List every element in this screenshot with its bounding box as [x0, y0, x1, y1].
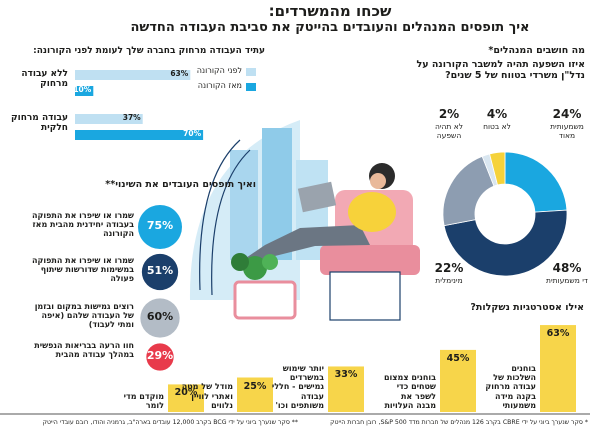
circle-label: שמרו או שיפרו את התפוקה בעבודה יחידנית מ… — [31, 211, 134, 239]
category-label: עבודה מרחוק חלקית — [10, 113, 68, 134]
column — [328, 366, 364, 412]
legend-label: לפני הקורונה — [196, 66, 242, 75]
donut-slice — [504, 151, 568, 213]
stool — [233, 280, 297, 320]
value-label: 10% — [73, 85, 92, 94]
column — [237, 377, 273, 412]
column-value: 45% — [446, 352, 470, 364]
circle-value: 75% — [146, 219, 174, 232]
category-label: ללא עבודה מרחוק — [21, 69, 68, 90]
circle-label: שמרו או שיפרו את התפוקה במשימות שדורשות … — [31, 256, 134, 284]
value-label: 70% — [183, 129, 202, 138]
donut-slice — [489, 151, 506, 186]
column-value: 33% — [334, 369, 358, 381]
column — [168, 384, 204, 412]
slice-label: לא בטוח — [483, 122, 511, 131]
slice-label: משמעותית מאוד — [550, 122, 584, 140]
chart-title: עתיד העבודה מרחוק בחברה שלך לעומת לפני ה… — [33, 46, 265, 56]
column-label: בוחנים השלכות של עבודה מרחוק בקנה מידה מ… — [485, 364, 536, 410]
circle-label: רוצים גמישות במקום ובזמן של העבודה שלהם … — [34, 302, 134, 330]
laptop — [297, 181, 337, 213]
bar — [75, 114, 143, 124]
slice-label: מינימלית — [435, 276, 463, 285]
couch-seat — [320, 245, 420, 275]
column-label: מודל של מטה ואתרי לוויין נלווים — [181, 382, 233, 410]
subtitle: איך תופסים המנהלים והעובדים בהייטק את סב… — [130, 20, 530, 35]
illustration — [189, 120, 420, 321]
slice-label: די משמעותית — [546, 276, 588, 285]
percent-circle — [138, 205, 182, 249]
footnote: * סקר שנערך ביוני על ידי CBRE בקרב 126 מ… — [330, 419, 588, 426]
title: שכחו מהמשרדים: — [268, 2, 392, 20]
circle-value: 29% — [146, 349, 174, 362]
chart-supertitle: מה חושבים המנהלים* — [488, 45, 585, 56]
window-pane — [230, 150, 258, 260]
circle-label: חוו הרעה בבריאות הנפשית במהלך עבודה מהבי… — [34, 341, 134, 360]
percent-circle — [146, 343, 174, 371]
slice-value: 22% — [434, 261, 464, 275]
bar — [75, 70, 191, 80]
value-label: 37% — [122, 113, 141, 122]
legs — [240, 225, 370, 270]
percent-circle — [140, 298, 180, 338]
slice-label: לא תהיה השפעה — [434, 122, 464, 140]
chart-title: איזו השפעה תהיה למשבר הקורונה על נדל"ן מ… — [416, 59, 586, 81]
footnote: ** סקר שנערך ביוני על ידי BCG בקרב 12,00… — [42, 419, 298, 426]
bar — [75, 86, 94, 96]
slice-value: 24% — [552, 107, 582, 121]
slice-value: 4% — [486, 107, 508, 121]
percent-circle — [141, 253, 179, 291]
plant — [262, 254, 278, 270]
donut-slice — [443, 209, 568, 277]
legend-swatch — [246, 83, 256, 91]
chart-title: אילו אסטרטגיות נשקלות? — [470, 302, 584, 313]
legend-swatch — [246, 68, 256, 76]
column-value: 25% — [243, 380, 267, 392]
slice-value: 2% — [438, 107, 460, 121]
column-value: 63% — [546, 328, 570, 340]
column — [540, 325, 576, 412]
bar — [75, 130, 204, 140]
curtain-line — [211, 149, 251, 296]
column-label: בוחנים צמצום שטחים כדי לשפר את מבנה העלו… — [383, 373, 436, 410]
shirt — [348, 192, 396, 232]
plant — [231, 253, 249, 271]
value-label: 63% — [170, 69, 189, 78]
column-label: מוקדם מדי לומר — [123, 391, 164, 410]
side-table — [329, 271, 401, 321]
face — [370, 173, 386, 189]
column-value: 20% — [174, 387, 198, 399]
curtain-line — [199, 139, 241, 291]
circle-value: 60% — [146, 310, 174, 323]
circle-value: 51% — [146, 264, 174, 277]
legend-label: מאז הקורונה — [197, 81, 242, 90]
chart-title: ואיך תופסים העובדים את השינוי** — [105, 179, 256, 190]
slice-value: 48% — [552, 261, 582, 275]
column-label: יותר שימוש במשרדים גמישים - חללי עבודה מ… — [271, 364, 324, 410]
column — [440, 349, 476, 412]
